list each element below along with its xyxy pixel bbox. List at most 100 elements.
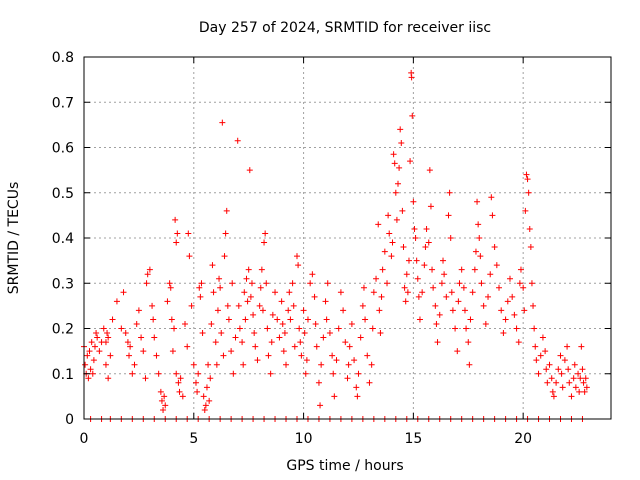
data-point bbox=[194, 388, 201, 395]
data-point bbox=[544, 379, 551, 386]
data-point bbox=[109, 316, 116, 323]
data-point bbox=[202, 402, 209, 409]
data-point bbox=[297, 339, 304, 346]
data-point bbox=[496, 284, 503, 291]
data-point bbox=[359, 302, 366, 309]
data-point bbox=[422, 244, 429, 251]
data-point bbox=[279, 320, 286, 327]
data-point bbox=[88, 339, 95, 346]
data-point bbox=[303, 357, 310, 364]
data-point bbox=[511, 311, 518, 318]
data-point bbox=[392, 189, 399, 196]
data-point bbox=[429, 266, 436, 273]
data-point bbox=[281, 330, 288, 337]
data-point bbox=[330, 370, 337, 377]
data-point bbox=[543, 366, 550, 373]
x-tick-label: 20 bbox=[514, 431, 532, 447]
data-point bbox=[221, 253, 228, 260]
data-point bbox=[412, 235, 419, 241]
data-point bbox=[301, 330, 308, 337]
data-point bbox=[348, 320, 355, 327]
data-point bbox=[389, 239, 396, 246]
data-point bbox=[476, 235, 483, 241]
data-point bbox=[351, 357, 358, 364]
data-point bbox=[286, 289, 293, 296]
data-point bbox=[251, 330, 258, 337]
y-tick-label: 0.4 bbox=[52, 231, 74, 247]
data-point bbox=[146, 266, 153, 273]
data-point bbox=[452, 325, 459, 332]
data-point bbox=[526, 225, 533, 232]
data-point bbox=[456, 280, 463, 287]
data-point bbox=[393, 216, 400, 223]
data-point bbox=[472, 248, 479, 255]
data-point bbox=[289, 280, 296, 287]
data-point bbox=[169, 348, 176, 355]
data-point bbox=[441, 271, 448, 278]
data-point bbox=[223, 207, 230, 214]
data-point bbox=[244, 298, 251, 305]
data-point bbox=[278, 298, 285, 305]
data-point bbox=[220, 352, 227, 359]
data-point bbox=[228, 348, 235, 355]
data-point bbox=[105, 334, 112, 341]
x-axis-label: GPS time / hours bbox=[286, 458, 403, 474]
data-point bbox=[105, 375, 112, 382]
data-point bbox=[304, 316, 311, 323]
data-point bbox=[172, 216, 179, 223]
data-point bbox=[404, 289, 411, 296]
data-point bbox=[302, 370, 309, 377]
data-point bbox=[370, 289, 377, 296]
data-point bbox=[568, 393, 575, 400]
y-tick-label: 0.8 bbox=[52, 50, 74, 66]
data-point bbox=[401, 284, 408, 291]
data-point bbox=[455, 298, 462, 305]
data-point bbox=[175, 379, 182, 386]
data-point bbox=[263, 280, 270, 287]
data-point bbox=[475, 221, 482, 228]
data-point bbox=[232, 334, 239, 341]
data-point bbox=[87, 366, 94, 373]
data-point bbox=[236, 325, 243, 332]
data-point bbox=[164, 298, 171, 305]
data-point bbox=[488, 194, 495, 201]
data-point bbox=[195, 370, 202, 377]
data-point bbox=[224, 302, 231, 309]
data-point bbox=[283, 361, 290, 368]
x-tick-label: 5 bbox=[189, 431, 198, 447]
data-point bbox=[188, 302, 195, 309]
data-point bbox=[463, 325, 470, 332]
data-point bbox=[433, 320, 440, 327]
y-tick-label: 0.5 bbox=[52, 186, 74, 202]
data-point bbox=[274, 316, 281, 323]
data-point bbox=[250, 311, 257, 318]
y-tick-labels: 0 0.1 0.2 0.3 0.4 0.5 0.6 0.7 0.8 bbox=[52, 50, 74, 428]
data-point bbox=[218, 330, 225, 337]
data-point bbox=[416, 316, 423, 323]
data-point bbox=[144, 271, 151, 278]
data-point bbox=[173, 370, 180, 377]
data-point bbox=[443, 293, 450, 300]
data-point bbox=[312, 320, 319, 327]
data-point bbox=[344, 375, 351, 382]
data-point bbox=[206, 397, 213, 404]
data-point bbox=[257, 284, 264, 291]
data-point bbox=[84, 352, 91, 359]
data-point bbox=[326, 330, 333, 337]
data-point bbox=[572, 384, 579, 391]
data-point bbox=[357, 334, 364, 341]
data-point bbox=[477, 253, 484, 260]
data-point bbox=[142, 375, 149, 382]
data-point bbox=[388, 253, 395, 260]
data-point bbox=[427, 203, 434, 210]
y-tick-label: 0.7 bbox=[52, 95, 74, 111]
data-point bbox=[530, 302, 537, 309]
data-point bbox=[222, 230, 229, 237]
data-points bbox=[81, 69, 590, 422]
data-point bbox=[293, 253, 300, 260]
data-point bbox=[582, 375, 589, 382]
data-point bbox=[291, 343, 298, 350]
data-point bbox=[246, 167, 253, 174]
data-point bbox=[318, 361, 325, 368]
